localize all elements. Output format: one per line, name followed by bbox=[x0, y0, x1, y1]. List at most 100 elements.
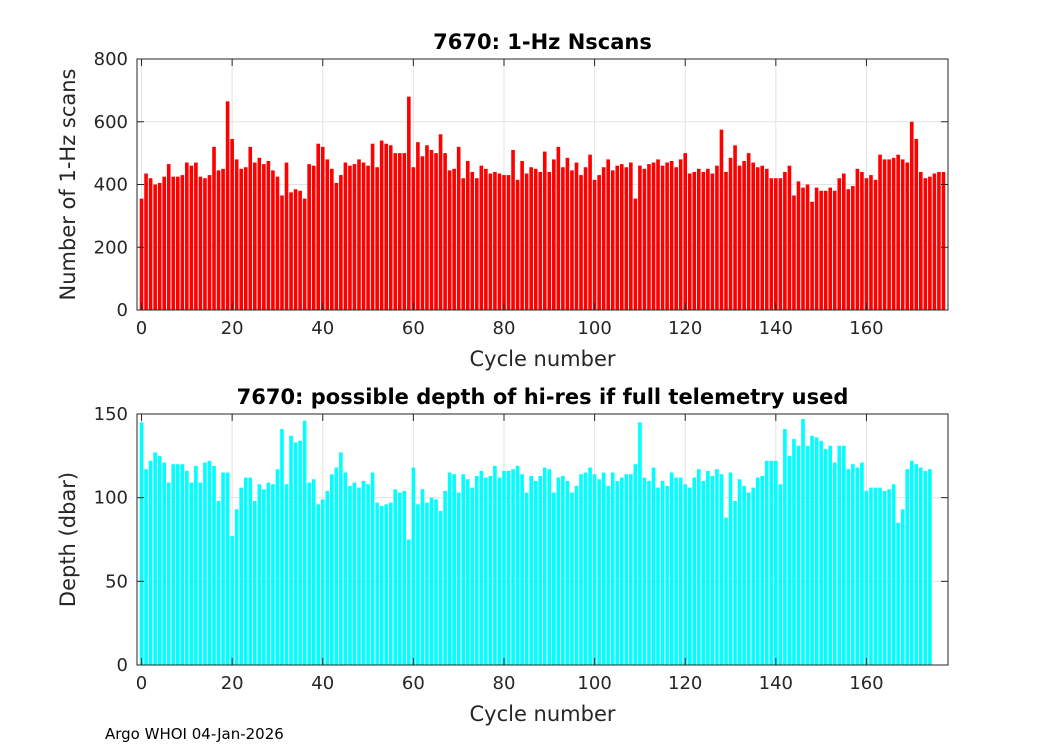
data-bar bbox=[860, 171, 864, 310]
data-bar bbox=[320, 499, 325, 665]
data-bar bbox=[896, 154, 900, 310]
data-bar bbox=[574, 485, 579, 665]
data-bar bbox=[388, 502, 393, 665]
data-bar bbox=[683, 484, 688, 665]
data-bar bbox=[275, 176, 280, 310]
x-tick-label: 40 bbox=[311, 673, 334, 694]
data-bar bbox=[882, 159, 887, 310]
data-bar bbox=[864, 490, 869, 665]
data-bar bbox=[774, 460, 778, 665]
data-bar bbox=[624, 167, 629, 310]
data-bar bbox=[896, 522, 900, 665]
x-tick-label: 160 bbox=[849, 673, 883, 694]
data-bar bbox=[388, 145, 393, 310]
data-bar bbox=[542, 151, 547, 310]
data-bar bbox=[506, 470, 511, 665]
data-bar bbox=[493, 171, 497, 310]
data-bar bbox=[606, 159, 611, 310]
data-bar bbox=[198, 482, 203, 665]
data-bar bbox=[769, 460, 774, 665]
data-bar bbox=[361, 480, 366, 665]
data-bar bbox=[715, 469, 719, 665]
data-bar bbox=[651, 467, 656, 665]
data-bar bbox=[624, 474, 629, 665]
data-bar bbox=[592, 179, 597, 310]
data-bar bbox=[411, 167, 416, 310]
data-bar bbox=[148, 178, 153, 310]
data-bar bbox=[162, 176, 166, 310]
data-bar bbox=[610, 170, 615, 310]
data-bar bbox=[339, 452, 343, 665]
data-bar bbox=[379, 140, 384, 310]
data-bar bbox=[647, 480, 651, 665]
data-bar bbox=[923, 470, 928, 665]
data-bar bbox=[900, 159, 905, 310]
x-tick-label: 140 bbox=[759, 673, 793, 694]
data-bar bbox=[207, 175, 212, 310]
data-bar bbox=[882, 490, 887, 665]
data-bar bbox=[678, 477, 683, 665]
data-bar bbox=[216, 170, 221, 310]
data-bar bbox=[583, 167, 588, 310]
y-axis-label: Depth (dbar) bbox=[56, 472, 80, 607]
data-bar bbox=[497, 173, 502, 310]
data-bar bbox=[352, 482, 357, 665]
data-bar bbox=[325, 159, 330, 310]
data-bar bbox=[932, 173, 937, 310]
data-bar bbox=[488, 475, 493, 665]
data-bar bbox=[719, 474, 724, 665]
data-bar bbox=[869, 487, 873, 665]
data-bar bbox=[837, 178, 842, 310]
data-bar bbox=[216, 501, 221, 665]
data-bar bbox=[330, 168, 334, 310]
data-bar bbox=[284, 162, 289, 310]
data-bar bbox=[565, 480, 570, 665]
data-bar bbox=[909, 460, 914, 665]
data-bar bbox=[384, 143, 389, 310]
data-bar bbox=[783, 429, 787, 665]
data-bar bbox=[542, 467, 547, 665]
data-bar bbox=[774, 178, 778, 310]
data-bar bbox=[397, 153, 402, 310]
data-bar bbox=[280, 195, 284, 310]
data-bar bbox=[919, 171, 923, 310]
data-bar bbox=[633, 198, 638, 310]
x-tick-label: 140 bbox=[759, 318, 793, 339]
data-bar bbox=[669, 472, 674, 665]
y-tick-label: 800 bbox=[94, 49, 128, 70]
data-bar bbox=[348, 485, 352, 665]
data-bar bbox=[619, 164, 624, 310]
data-bar bbox=[619, 477, 624, 665]
data-bar bbox=[515, 465, 520, 665]
data-bar bbox=[257, 157, 262, 310]
data-bar bbox=[474, 475, 479, 665]
data-bar bbox=[538, 475, 543, 665]
data-bar bbox=[175, 464, 180, 665]
chart-depth: 0 20 40 60 80 100 120 140 160 0 50 100 150 7670: pos… bbox=[56, 385, 949, 726]
data-bar bbox=[687, 173, 692, 310]
data-bar bbox=[407, 539, 411, 665]
data-bar bbox=[325, 490, 330, 665]
x-tick-label: 20 bbox=[221, 318, 244, 339]
data-bar bbox=[837, 445, 842, 665]
data-bar bbox=[189, 165, 194, 310]
data-bar bbox=[642, 168, 647, 310]
data-bar bbox=[823, 449, 828, 665]
x-tick-label: 20 bbox=[221, 673, 244, 694]
data-bar bbox=[157, 182, 162, 310]
data-bar bbox=[887, 159, 891, 310]
y-tick-label: 600 bbox=[94, 112, 128, 133]
y-tick-label: 150 bbox=[94, 404, 128, 425]
chart-title: 7670: 1-Hz Nscans bbox=[433, 30, 652, 54]
data-bar bbox=[239, 487, 244, 665]
data-bar bbox=[470, 487, 475, 665]
data-bar bbox=[746, 153, 751, 310]
data-bar bbox=[696, 469, 701, 665]
data-bar bbox=[221, 168, 225, 310]
data-bar bbox=[905, 469, 910, 665]
data-bar bbox=[361, 162, 366, 310]
data-bar bbox=[937, 171, 941, 310]
data-bar bbox=[180, 175, 185, 310]
data-bar bbox=[248, 146, 253, 310]
